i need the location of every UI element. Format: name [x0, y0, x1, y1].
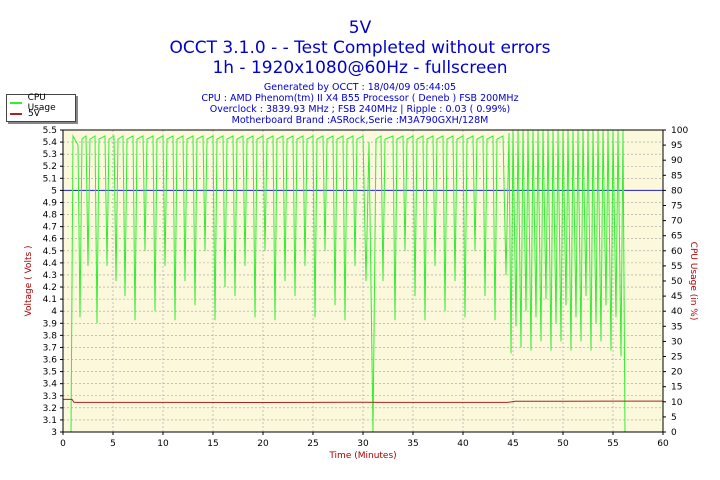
info-cpu: CPU : AMD Phenom(tm) II X4 B55 Processor… — [201, 93, 519, 104]
y-left-tick-label: 4 — [51, 307, 57, 317]
y-right-tick-label: 75 — [671, 202, 682, 212]
y-left-tick-label: 3.6 — [43, 356, 58, 366]
chart-subtitle-status: OCCT 3.1.0 - - Test Completed without er… — [169, 38, 551, 58]
x-tick-label: 15 — [207, 439, 218, 449]
legend-label-cpu: CPU Usage — [27, 92, 56, 113]
info-generated: Generated by OCCT : 18/04/09 05:44:05 — [263, 82, 457, 93]
y-left-tick-label: 5.1 — [43, 174, 57, 184]
x-tick-label: 55 — [607, 439, 618, 449]
y-right-tick-label: 45 — [671, 292, 682, 302]
y-left-tick-label: 5.5 — [43, 126, 57, 136]
y-left-tick-label: 3.2 — [43, 404, 57, 414]
y-left-tick-label: 4.9 — [43, 198, 58, 208]
y-axis-right-label: CPU Usage (in %) — [688, 242, 698, 321]
y-left-tick-label: 5.2 — [43, 162, 57, 172]
chart-subtitle-test: 1h - 1920x1080@60Hz - fullscreen — [212, 58, 508, 78]
x-tick-label: 20 — [257, 439, 269, 449]
y-left-tick-label: 5 — [51, 186, 57, 196]
legend-item-5v: 5V — [10, 108, 40, 119]
x-tick-label: 25 — [307, 439, 318, 449]
y-left-tick-label: 3.1 — [43, 416, 57, 426]
x-axis-label: Time (Minutes) — [328, 451, 396, 461]
x-tick-label: 50 — [557, 439, 569, 449]
y-right-tick-label: 50 — [671, 277, 683, 287]
series-cpu-usage — [63, 129, 663, 433]
y-right-tick-label: 100 — [671, 126, 688, 136]
y-right-tick-label: 85 — [671, 171, 682, 181]
series-5v — [63, 398, 663, 404]
y-right-tick-label: 70 — [671, 217, 683, 227]
y-left-tick-label: 5.4 — [43, 138, 58, 148]
legend-swatch-cpu — [10, 101, 22, 104]
info-overclock: Overclock : 3839.93 MHz ; FSB 240MHz | R… — [209, 104, 511, 115]
y-left-tick-label: 3.8 — [43, 331, 58, 341]
y-left-tick-label: 4.4 — [43, 259, 58, 269]
legend-item-cpu: CPU Usage — [10, 93, 75, 113]
y-right-tick-label: 15 — [671, 383, 682, 393]
y-right-tick-label: 20 — [671, 368, 683, 378]
y-left-tick-label: 4.1 — [43, 295, 57, 305]
y-right-tick-label: 55 — [671, 262, 682, 272]
y-left-tick-label: 3.3 — [43, 392, 57, 402]
y-left-tick-label: 4.3 — [43, 271, 57, 281]
y-right-tick-label: 25 — [671, 353, 682, 363]
y-axis-left-label: Voltage ( Volts ) — [24, 245, 34, 316]
y-axis-left-ticks: 3 3.1 3.2 3.3 3.4 3.5 3.6 3.7 3.8 3.9 4 4.1 4.2 4.3 4.… — [43, 126, 63, 438]
y-left-tick-label: 3.7 — [43, 343, 57, 353]
y-left-tick-label: 4.5 — [43, 247, 57, 257]
x-tick-label: 60 — [657, 439, 669, 449]
y-right-tick-label: 35 — [671, 322, 682, 332]
x-tick-label: 35 — [407, 439, 418, 449]
y-left-tick-label: 4.2 — [43, 283, 57, 293]
chart-legend: CPU Usage 5V — [6, 93, 76, 122]
x-axis-ticks: 0 5 10 15 20 25 30 35 40 45 50 55 60 — [60, 432, 669, 449]
y-right-tick-label: 90 — [671, 156, 683, 166]
x-tick-label: 0 — [60, 439, 66, 449]
y-left-tick-label: 3.5 — [43, 368, 57, 378]
y-left-tick-label: 3 — [51, 428, 57, 438]
info-motherboard: Motherboard Brand :ASRock,Serie :M3A790G… — [231, 115, 489, 126]
y-right-tick-label: 5 — [671, 413, 677, 423]
y-right-tick-label: 0 — [671, 428, 677, 438]
x-tick-label: 45 — [507, 439, 518, 449]
x-tick-label: 5 — [110, 439, 116, 449]
y-right-tick-label: 60 — [671, 247, 683, 257]
y-right-tick-label: 95 — [671, 141, 682, 151]
x-tick-label: 10 — [157, 439, 169, 449]
legend-label-5v: 5V — [28, 108, 40, 119]
y-right-tick-label: 65 — [671, 232, 682, 242]
y-right-tick-label: 30 — [671, 337, 683, 347]
y-right-tick-label: 40 — [671, 307, 683, 317]
y-left-tick-label: 4.7 — [43, 223, 57, 233]
y-left-tick-label: 3.9 — [43, 319, 58, 329]
y-axis-right-ticks: 0 5 10 15 20 25 30 35 40 45 50 55 60 65 70 75 80 85 90 95 10… — [663, 126, 688, 438]
x-tick-label: 30 — [357, 439, 369, 449]
y-left-tick-label: 5.3 — [43, 150, 57, 160]
y-left-tick-label: 4.8 — [43, 211, 58, 221]
y-right-tick-label: 10 — [671, 398, 683, 408]
y-left-tick-label: 3.4 — [43, 380, 58, 390]
y-left-tick-label: 4.6 — [43, 235, 58, 245]
legend-swatch-5v — [10, 112, 22, 115]
chart-title: 5V — [348, 18, 372, 38]
x-tick-label: 40 — [457, 439, 469, 449]
y-right-tick-label: 80 — [671, 186, 683, 196]
